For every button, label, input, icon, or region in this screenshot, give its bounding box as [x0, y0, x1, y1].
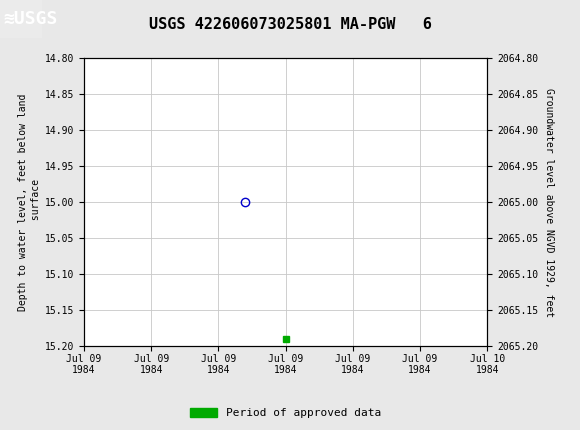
Y-axis label: Groundwater level above NGVD 1929, feet: Groundwater level above NGVD 1929, feet [543, 88, 553, 316]
Legend: Period of approved data: Period of approved data [185, 404, 386, 423]
Text: ≋USGS: ≋USGS [3, 10, 57, 28]
Y-axis label: Depth to water level, feet below land
 surface: Depth to water level, feet below land su… [19, 93, 41, 311]
Text: USGS 422606073025801 MA-PGW   6: USGS 422606073025801 MA-PGW 6 [148, 17, 432, 32]
Bar [0, 0, 42, 38]
